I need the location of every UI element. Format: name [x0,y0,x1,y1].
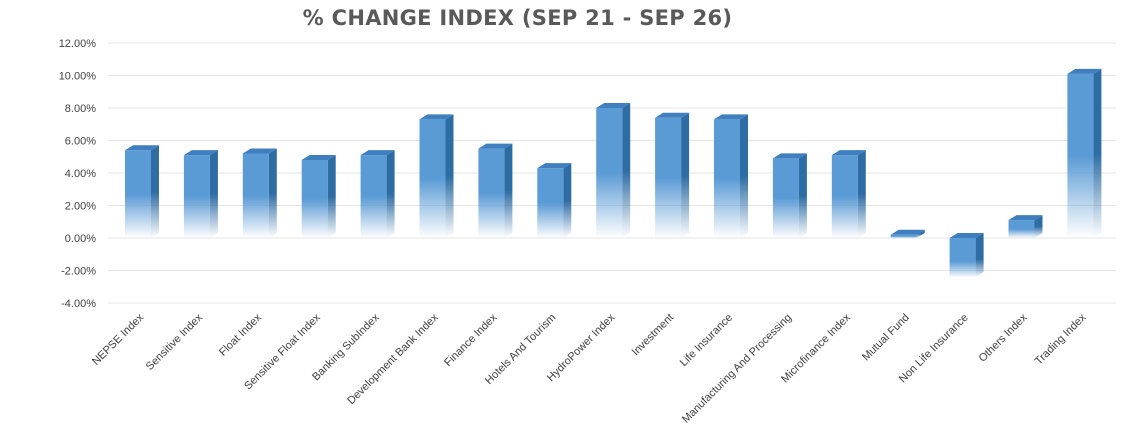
x-category-label: NEPSE Index [90,311,146,367]
bar-front [1067,73,1094,238]
bar-side [975,233,984,277]
bar-front [125,150,151,238]
bar [1067,68,1102,238]
bar-side [1034,215,1043,238]
y-tick-label: 4.00% [65,168,96,180]
bar-front [596,108,623,238]
bar [890,229,925,238]
bar-top [419,114,454,120]
bar-front [831,155,858,238]
bar [125,145,159,238]
y-tick-label: -4.00% [61,298,96,310]
bars [125,68,1102,277]
bar-top [242,148,277,154]
bar [183,150,218,238]
bar-front [1008,220,1035,238]
bar-top [360,150,395,156]
bar [301,155,336,238]
x-category-label: Manufacturing And Processing [680,312,794,426]
bar [655,112,690,238]
bar-side [504,143,513,238]
bar-front [655,117,682,238]
bar-front [360,155,387,238]
bar-side [327,155,336,238]
x-category-label: Investment [630,312,677,359]
bar-side [681,112,690,238]
x-category-label: Finance Index [442,311,500,369]
bar-front [537,168,564,238]
bar-front [949,238,976,277]
bar-front [183,155,210,238]
bar-top [772,153,807,159]
bar [360,150,395,238]
bar [772,153,807,238]
bar [596,103,631,238]
y-tick-label: 12.00% [59,38,97,50]
bar-side [622,103,631,238]
bar-top [183,150,218,156]
bar-top [596,103,631,108]
bar-side [798,153,807,238]
bar-side [857,150,866,238]
x-category-label: Life Insurance [678,312,735,369]
bar-top [301,155,336,160]
bar-side [209,150,218,238]
bar-top [125,145,159,151]
bar-front [419,119,446,238]
y-tick-label: 10.00% [59,71,97,83]
x-category-label: Trading Index [1033,311,1089,367]
y-tick-label: 2.00% [65,201,96,213]
bar-front [772,158,799,238]
bar-top [714,114,748,120]
bar-side [916,229,925,238]
bar-top [537,163,572,169]
bar-top [949,233,984,238]
bar-front [714,119,740,238]
x-category-label: Mutual Fund [860,312,912,364]
bar-top [1067,68,1102,74]
bar-side [1093,68,1102,238]
y-tick-label: 6.00% [65,136,96,148]
y-axis-ticks: 12.00% 10.00% 8.00% 6.00% 4.00% 2.00% 0.00% -2.… [59,38,97,310]
bar-side [563,163,572,238]
bar [242,148,277,238]
bar-side [445,114,454,238]
bar-front [478,148,505,238]
bar [537,163,572,238]
bar-top [478,143,513,149]
x-category-label: Others Index [977,311,1030,364]
x-category-label: Float Index [217,311,264,358]
bar-side [740,114,748,238]
bar-front [890,234,917,238]
y-tick-label: 0.00% [65,233,96,245]
bar-side [151,145,159,238]
bar-side [268,148,277,238]
bar-front [301,160,328,238]
bar-top [831,150,866,156]
y-tick-label: 8.00% [65,103,96,115]
bar-top [655,112,690,118]
bar-side [386,150,395,238]
bar [478,143,513,238]
chart-title: % CHANGE INDEX (SEP 21 - SEP 26) [302,6,733,30]
bar [1008,215,1043,238]
bar [714,114,748,238]
bar-front [242,153,269,238]
bar-top [1008,215,1043,221]
bar [419,114,454,238]
bar [949,233,984,277]
x-category-label: Sensitive Index [144,311,206,373]
y-tick-label: -2.00% [61,266,96,278]
bar [831,150,866,238]
bar-top [890,229,925,235]
